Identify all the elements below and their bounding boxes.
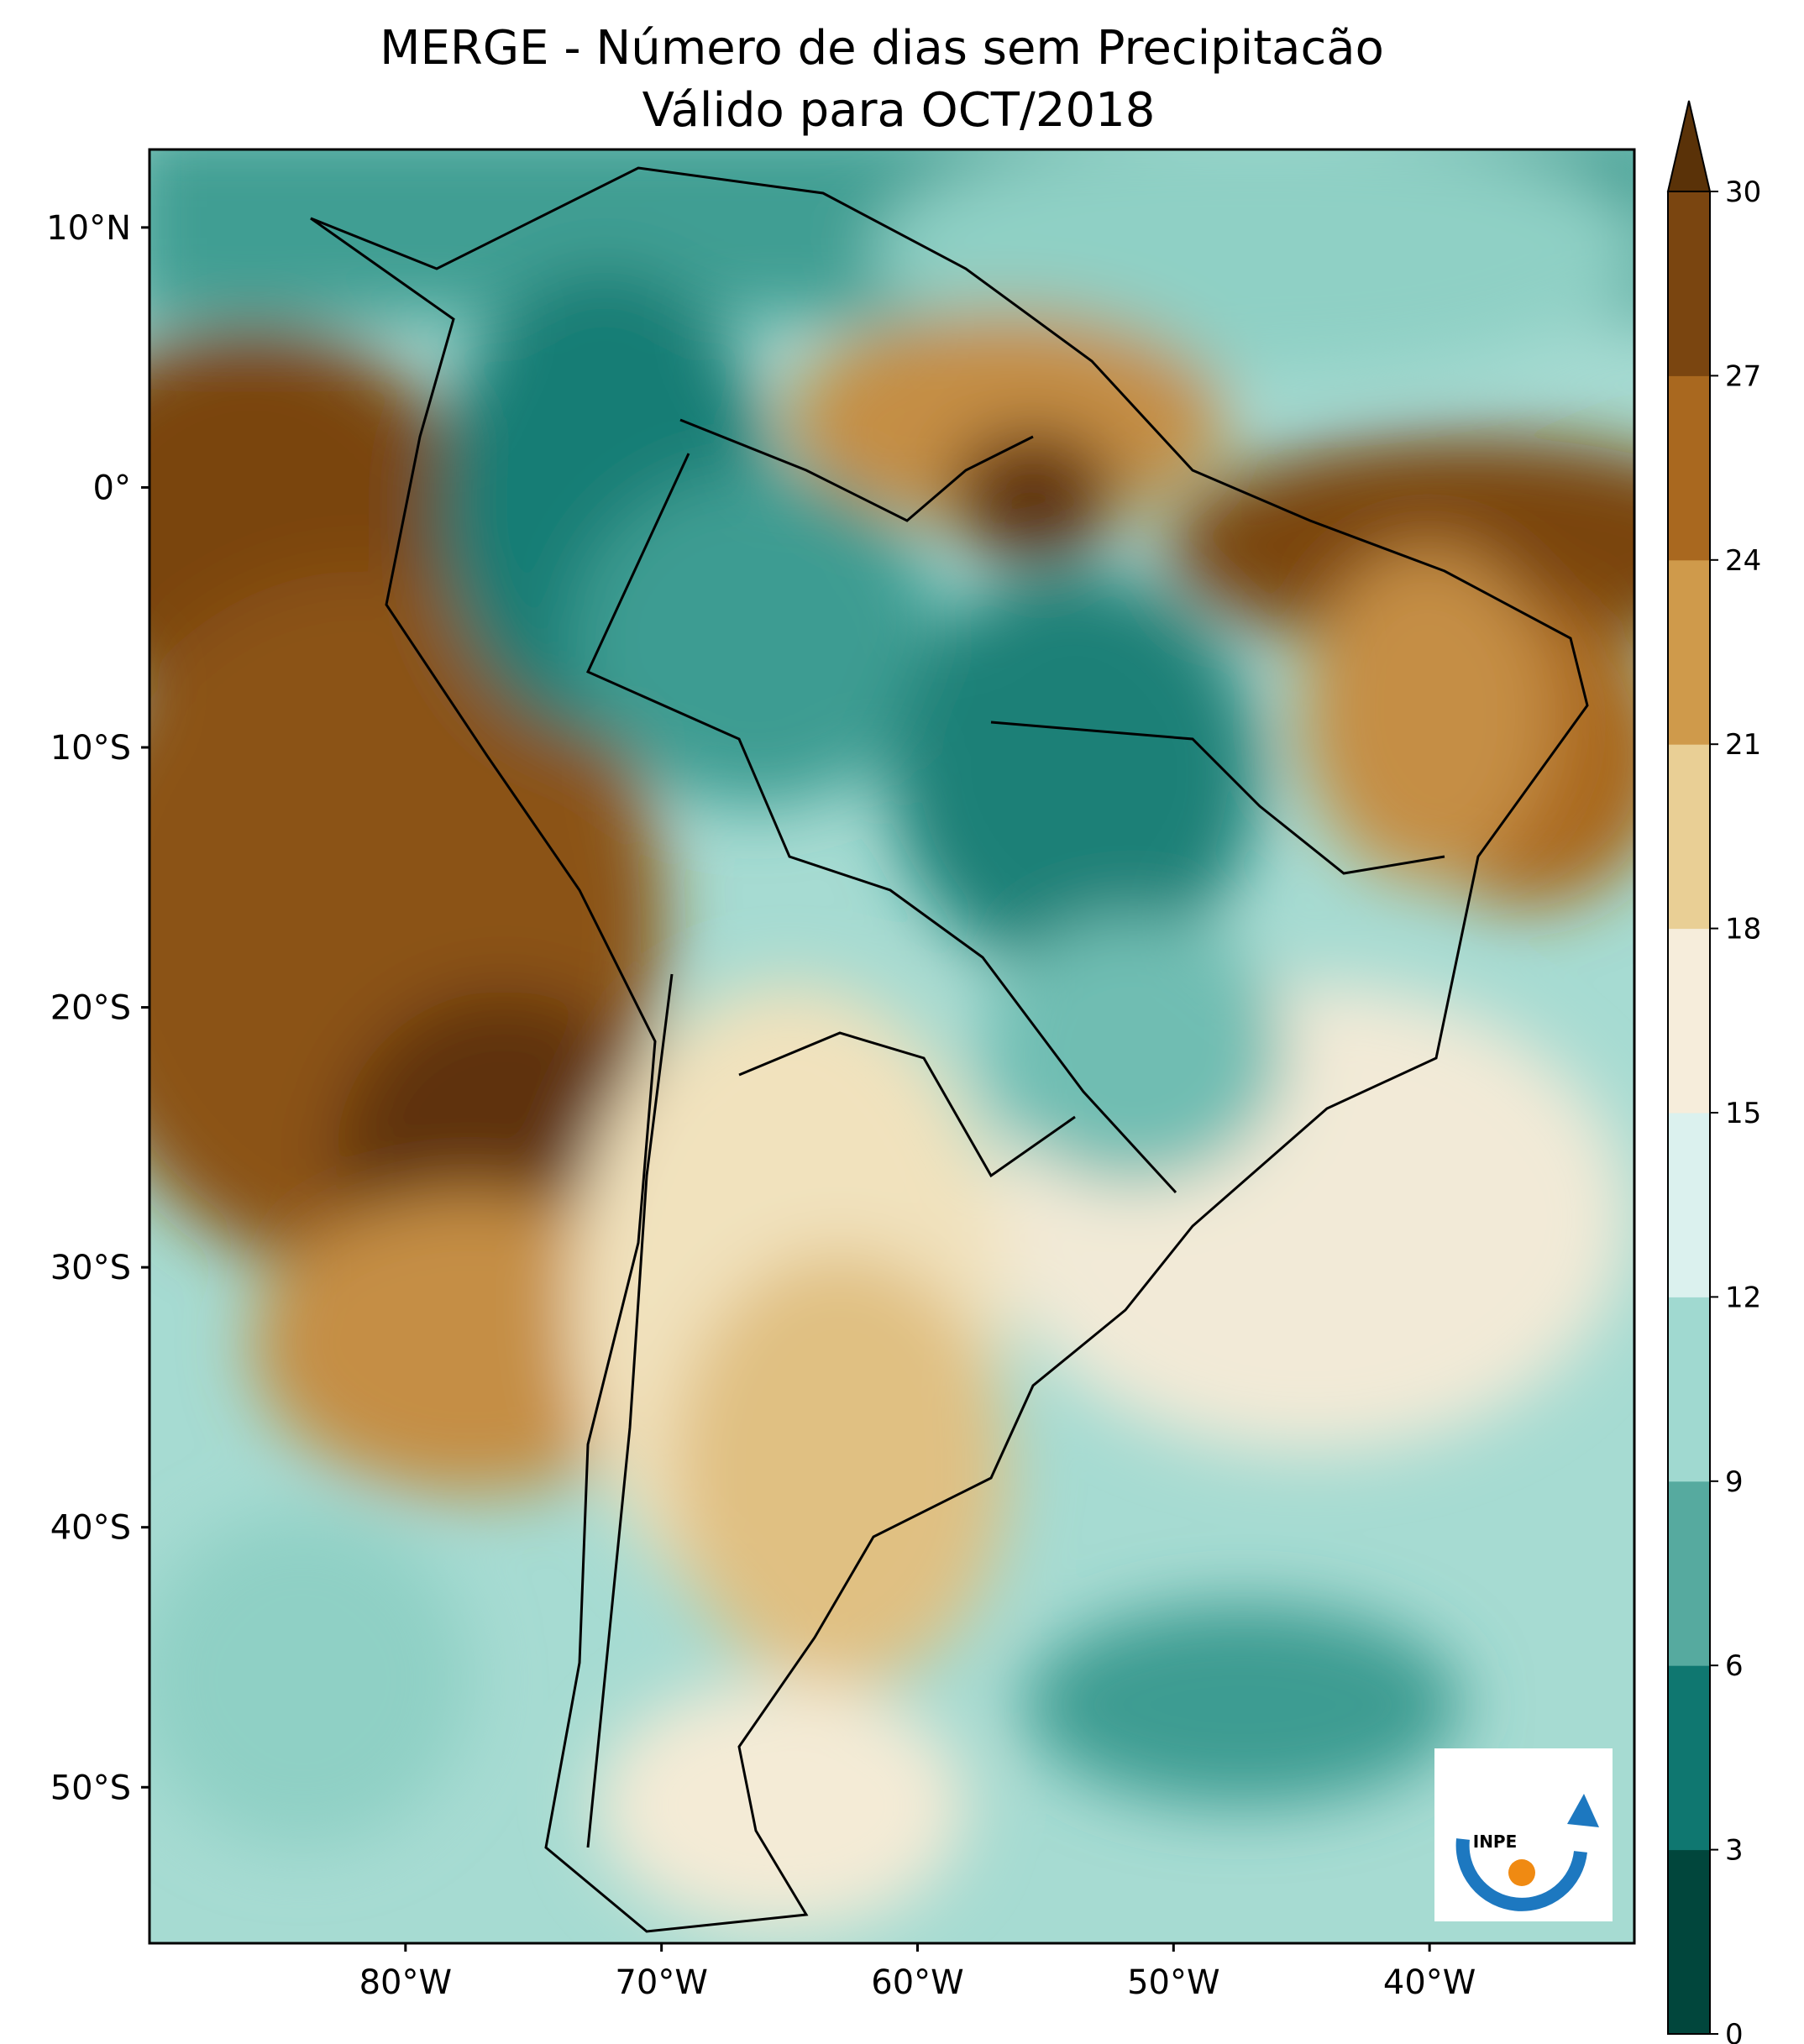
border-brazil-states xyxy=(990,721,1445,875)
lat-tick-label: 50°S xyxy=(50,1769,131,1807)
lat-tick-label: 0° xyxy=(93,469,131,507)
lat-tick-label: 10°S xyxy=(50,729,131,768)
colorbar-tick-label: 15 xyxy=(1725,1097,1761,1130)
lon-tick-label: 40°W xyxy=(1383,1963,1476,2002)
lat-tick-label: 10°N xyxy=(46,209,131,248)
colorbar-segment xyxy=(1668,375,1710,561)
logo-arc-icon xyxy=(1455,1838,1587,1911)
lon-tick-label: 80°W xyxy=(359,1963,452,2002)
colorbar-tick-label: 24 xyxy=(1725,544,1761,578)
logo-dot-icon xyxy=(1508,1859,1535,1886)
colorbar-tick-label: 30 xyxy=(1725,176,1761,209)
lon-tick-label: 70°W xyxy=(615,1963,707,2002)
colorbar-segment xyxy=(1668,744,1710,930)
longitude-axis: 80°W 70°W 60°W 50°W 40°W xyxy=(359,1943,1476,2002)
lon-tick-label: 50°W xyxy=(1127,1963,1219,2002)
colorbar-tick-label: 27 xyxy=(1725,359,1761,393)
southern-wet-1 xyxy=(1025,1604,1461,1806)
colorbar-segment xyxy=(1668,191,1710,376)
precip-dry-days-field xyxy=(149,149,1634,1943)
colorbar-segment xyxy=(1668,1481,1710,1666)
argentina-dry xyxy=(672,1251,1008,1688)
lon-tick-label: 60°W xyxy=(871,1963,963,2002)
colorbar-tick-label: 9 xyxy=(1725,1465,1744,1499)
lat-tick-label: 20°S xyxy=(50,989,131,1028)
colorbar-segment xyxy=(1668,1665,1710,1851)
colorbar-tick-label: 3 xyxy=(1725,1834,1744,1868)
patagonia-light xyxy=(596,1680,966,1931)
para-dry-core xyxy=(949,428,1117,563)
south-america-coastline xyxy=(310,166,1589,1933)
colorbar-tick-label: 18 xyxy=(1725,913,1761,946)
logo-background xyxy=(1434,1748,1613,1921)
southern-wet-2 xyxy=(149,1512,470,1847)
inpe-logo: INPE xyxy=(1434,1748,1613,1921)
colorbar-tick-label: 0 xyxy=(1725,2018,1744,2044)
guiana-dry xyxy=(789,311,1226,529)
colorbar-tick-label: 12 xyxy=(1725,1281,1761,1314)
map-frame xyxy=(148,148,1636,1945)
colorbar-segment xyxy=(1668,1113,1710,1297)
border-bolivia-paraguay xyxy=(738,1031,1076,1178)
border-amazon-north xyxy=(679,418,1034,522)
colorbar-segment xyxy=(1668,1297,1710,1482)
latitude-axis: 10°N 0° 10°S 20°S 30°S 40°S 50°S xyxy=(46,209,149,1807)
border-andes xyxy=(586,973,674,1848)
logo-arrow-icon xyxy=(1567,1794,1599,1827)
colorbar: 0 3 6 9 12 15 18 21 24 27 30 xyxy=(1666,100,1761,2044)
colorbar-segment xyxy=(1668,928,1710,1114)
northeast-dry xyxy=(1302,546,1554,882)
map-title-line2: Válido para OCT/2018 xyxy=(642,83,1156,138)
colorbar-segment xyxy=(1668,559,1710,745)
colorbar-extend-arrow xyxy=(1666,100,1712,192)
lat-tick-label: 40°S xyxy=(50,1509,131,1548)
colorbar-segment xyxy=(1668,1849,1710,2035)
colorbar-tick-label: 6 xyxy=(1725,1649,1744,1683)
colorbar-tick-label: 21 xyxy=(1725,728,1761,762)
amazon-wet-central xyxy=(571,470,941,806)
brazil-southeast-wet xyxy=(983,915,1285,1184)
map-title-line1: MERGE - Número de dias sem Precipitacão xyxy=(380,21,1384,76)
logo-text: INPE xyxy=(1473,1832,1518,1852)
brazil-central-wet xyxy=(890,571,1260,974)
border-brazil-west xyxy=(586,453,1177,1194)
lat-tick-label: 30°S xyxy=(50,1249,131,1287)
country-borders xyxy=(310,166,1589,1933)
